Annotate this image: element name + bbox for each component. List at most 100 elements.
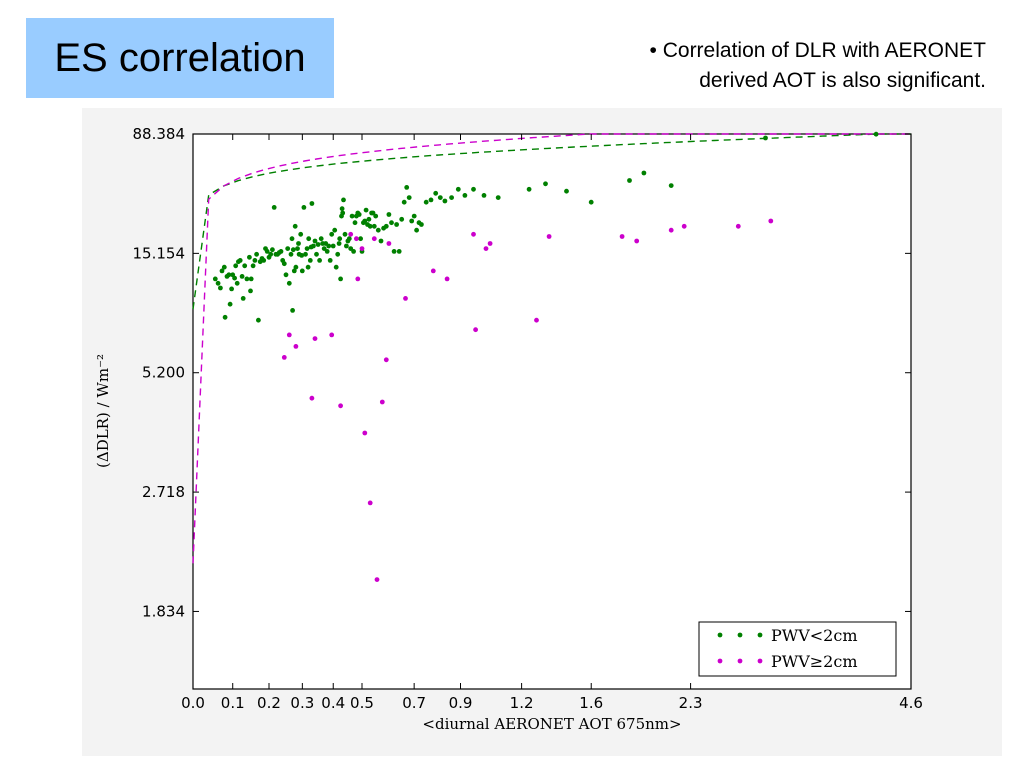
data-point: [289, 236, 295, 242]
data-point: [391, 249, 397, 254]
data-point: [254, 251, 259, 257]
data-point: [346, 236, 352, 242]
data-point: [526, 186, 532, 192]
data-point: [229, 286, 235, 292]
data-point: [379, 399, 385, 405]
data-point: [455, 186, 461, 192]
data-point: [366, 216, 372, 222]
data-point: [329, 231, 335, 237]
data-point: [471, 186, 476, 192]
data-point: [283, 272, 289, 278]
data-point: [326, 243, 332, 249]
y-tick-label: 2.718: [142, 483, 185, 501]
data-point: [627, 178, 632, 183]
data-point: [462, 193, 468, 198]
legend-dot: [717, 658, 723, 664]
x-tick-label: 0.0: [181, 694, 205, 712]
data-point: [303, 251, 308, 257]
data-point: [307, 258, 313, 263]
data-point: [240, 296, 246, 301]
data-point: [588, 199, 594, 205]
data-point: [248, 276, 254, 282]
data-point: [768, 218, 774, 224]
data-point: [375, 227, 381, 233]
data-point: [437, 195, 443, 201]
data-point: [363, 207, 369, 213]
data-point: [264, 249, 270, 254]
data-point: [315, 242, 321, 247]
bullet-line-2: derived AOT is also significant.: [699, 69, 986, 92]
data-point: [237, 258, 243, 263]
data-point: [348, 231, 354, 237]
legend-dot: [757, 658, 763, 664]
data-point: [668, 183, 674, 189]
data-point: [367, 500, 373, 506]
data-point: [247, 254, 252, 260]
data-point: [233, 263, 239, 269]
data-point: [344, 243, 349, 249]
x-tick-label: 0.9: [449, 694, 473, 712]
data-point: [471, 231, 476, 237]
data-point: [367, 223, 373, 229]
data-point: [239, 274, 245, 279]
data-point: [317, 258, 322, 263]
data-point: [219, 268, 225, 274]
data-point: [330, 243, 336, 249]
data-point: [423, 199, 429, 205]
slide-title: ES correlation: [54, 35, 306, 80]
y-tick-label: 88.384: [133, 125, 186, 143]
data-point: [292, 223, 298, 229]
data-point: [389, 220, 394, 226]
x-tick-label: 0.2: [257, 694, 281, 712]
data-point: [329, 332, 335, 338]
y-axis-ticks: 88.384 15.154 5.200 2.718 1.834: [133, 125, 911, 620]
data-point: [873, 131, 879, 137]
legend-dot: [737, 658, 743, 664]
plot-area: [192, 133, 912, 690]
bullet-line-1: • Correlation of DLR with AERONET: [649, 39, 986, 62]
data-point: [349, 213, 355, 219]
data-point: [534, 317, 539, 323]
data-point: [371, 223, 377, 229]
fit-curve-0: [192, 133, 911, 310]
data-point: [409, 218, 415, 224]
data-point: [564, 188, 569, 194]
data-point: [226, 272, 232, 278]
legend-dot: [737, 632, 743, 638]
data-point: [356, 212, 362, 217]
data-point: [293, 264, 299, 270]
data-point: [735, 223, 741, 229]
x-tick-label: 0.5: [350, 694, 374, 712]
data-point: [351, 249, 356, 254]
data-point: [543, 181, 548, 187]
data-point: [641, 170, 647, 176]
data-point: [419, 222, 424, 227]
data-point: [374, 577, 380, 582]
bullet-text: • Correlation of DLR with AERONET derive…: [546, 36, 986, 96]
data-point: [668, 227, 674, 233]
data-point: [332, 227, 338, 233]
legend-box: [698, 621, 897, 677]
data-point: [314, 251, 319, 257]
data-point: [373, 213, 379, 219]
data-point: [305, 264, 311, 270]
data-point: [242, 263, 248, 269]
data-point: [221, 264, 227, 270]
data-point: [406, 195, 412, 201]
data-point: [546, 234, 552, 239]
legend: PWV<2cm PWV≥2cm: [698, 621, 897, 677]
y-tick-label: 1.834: [142, 602, 185, 620]
data-point: [404, 185, 410, 190]
data-point: [354, 236, 359, 242]
data-point: [394, 222, 399, 227]
data-point: [449, 195, 454, 201]
data-point: [299, 253, 305, 258]
data-point: [232, 275, 238, 281]
data-point: [268, 251, 274, 257]
data-point: [386, 212, 392, 217]
legend-marker-pwv-high: [717, 658, 763, 664]
data-point: [442, 198, 448, 204]
data-point: [285, 246, 291, 252]
data-point: [256, 317, 261, 323]
